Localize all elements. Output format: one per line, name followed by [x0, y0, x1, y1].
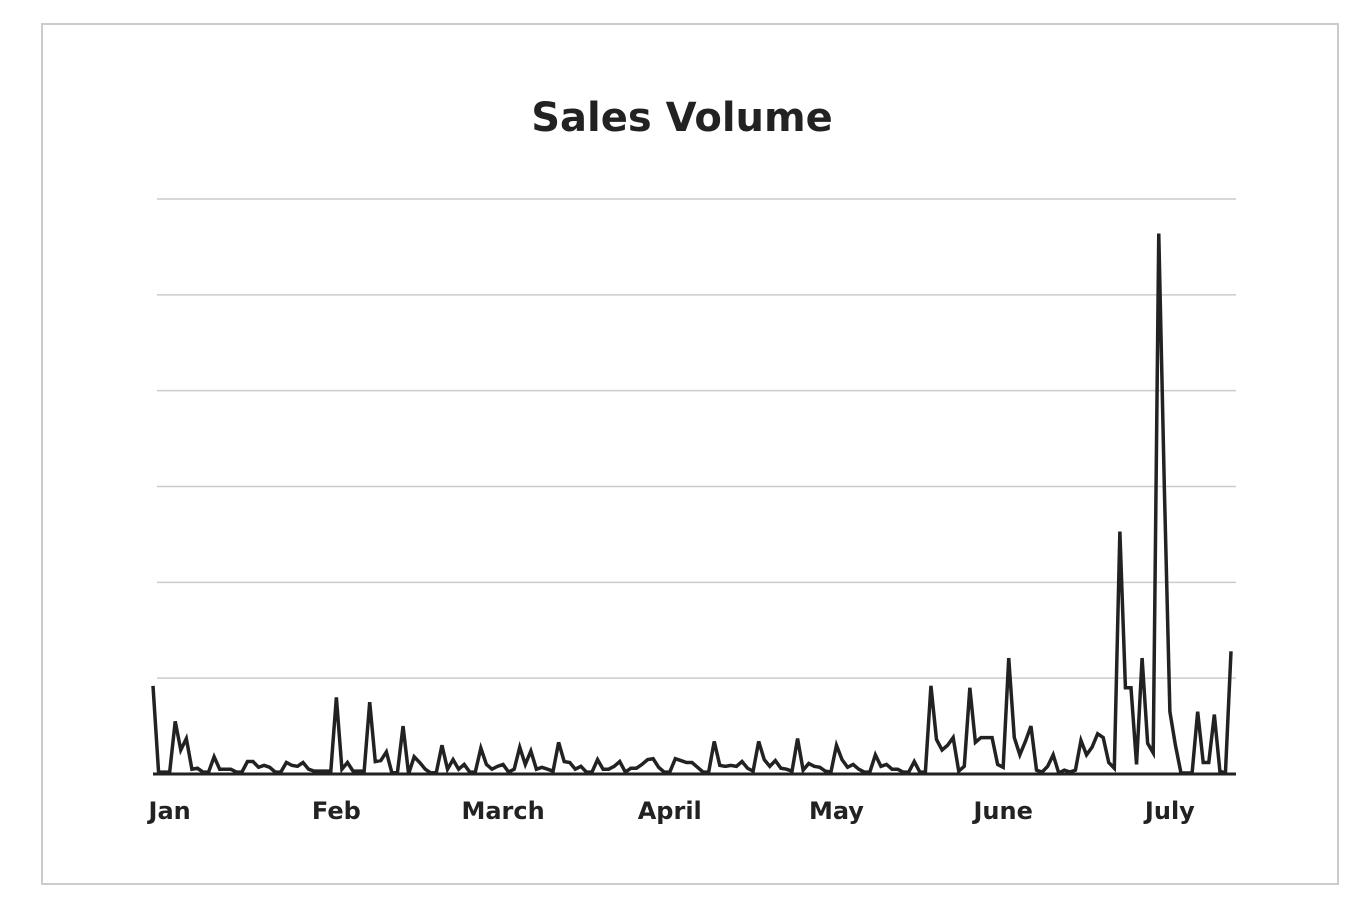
x-tick-label: July [1143, 797, 1195, 825]
x-tick-label: Feb [312, 797, 361, 825]
chart-title: Sales Volume [531, 95, 833, 141]
x-tick-label: Jan [147, 797, 191, 825]
chart-frame [41, 23, 1339, 885]
x-tick-label: May [809, 797, 864, 825]
x-tick-label: June [971, 797, 1032, 825]
x-tick-label: March [461, 797, 544, 825]
line [151, 233, 1233, 776]
x-tick-label: April [638, 797, 702, 825]
